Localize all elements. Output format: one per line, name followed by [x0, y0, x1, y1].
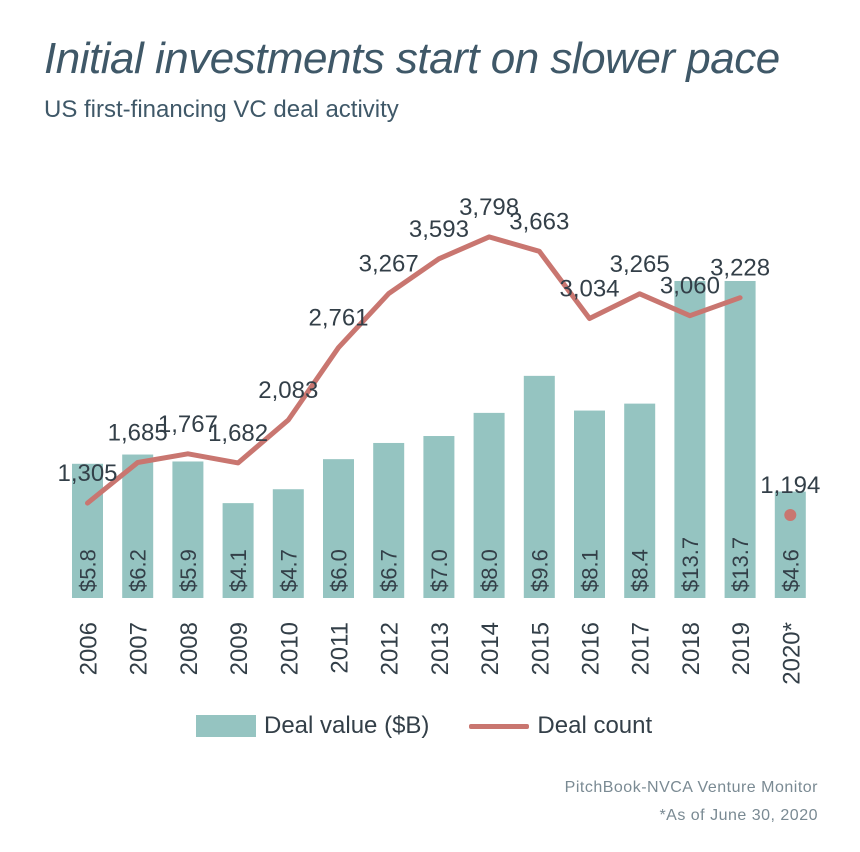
line-value-label: 1,305 [57, 460, 117, 487]
bar-value-label: $7.0 [427, 549, 452, 592]
x-tick-label: 2020* [778, 622, 805, 685]
line-value-label: 3,267 [359, 251, 419, 278]
deal-count-line [85, 234, 743, 506]
line-value-label: 1,685 [108, 420, 168, 447]
bar-value-label: $4.1 [226, 549, 251, 592]
bar-value-label: $9.6 [527, 549, 552, 592]
deal-count-point-2020 [784, 508, 797, 521]
bar-value-label: $5.9 [176, 549, 201, 592]
line-value-label: 3,228 [710, 255, 770, 282]
bar-2018 [674, 280, 706, 598]
legend-bar-label: Deal value ($B) [264, 712, 430, 739]
bar-value-label: $13.7 [678, 537, 703, 592]
bar-value-label: $6.2 [126, 549, 151, 592]
x-tick-label: 2014 [477, 622, 504, 675]
bar-2013 [423, 436, 455, 598]
x-tick-label: 2012 [377, 622, 404, 675]
x-tick-label: 2011 [327, 622, 354, 674]
bar-2016 [574, 410, 605, 598]
x-tick-label: 2006 [76, 622, 103, 675]
x-tick-label: 2009 [226, 622, 253, 675]
line-value-label: 1,767 [158, 411, 218, 438]
line-value-label: 3,593 [409, 216, 469, 243]
line-value-label: 2,083 [258, 377, 318, 404]
bar-2011 [323, 459, 354, 598]
legend-line-label: Deal count [537, 712, 653, 739]
source-note: PitchBook-NVCA Venture Monitor *As of Ju… [565, 774, 818, 830]
chart-title: Initial investments start on slower pace [44, 34, 780, 83]
chart-subtitle: US first-financing VC deal activity [44, 96, 399, 123]
legend-bar-swatch [196, 715, 256, 737]
bar-2012 [373, 442, 405, 598]
line-value-label: 3,034 [559, 275, 619, 302]
x-tick-label: 2019 [728, 622, 755, 675]
bar-2014 [473, 412, 505, 598]
line-value-label: 3,060 [660, 273, 720, 300]
bar-2019 [724, 280, 756, 598]
line-value-label: 1,194 [760, 472, 820, 499]
line-value-label: 2,761 [308, 305, 368, 332]
legend-line-swatch [469, 723, 530, 729]
source-text: PitchBook-NVCA Venture Monitor [564, 779, 818, 796]
line-value-label: 3,798 [459, 194, 519, 221]
bar-value-label: $8.1 [578, 549, 603, 592]
bar-2017 [624, 403, 656, 598]
bar-2015 [523, 375, 555, 598]
bar-2007 [122, 454, 154, 598]
bar-value-label: $8.0 [477, 549, 502, 592]
bar-2008 [172, 461, 204, 598]
x-tick-label: 2015 [527, 622, 554, 675]
bar-value-label: $4.7 [276, 549, 301, 592]
bar-value-label: $4.6 [778, 549, 803, 592]
line-value-label: 1,682 [208, 420, 268, 447]
x-tick-label: 2010 [276, 622, 303, 675]
bar-value-label: $5.8 [76, 549, 101, 592]
bar-value-label: $6.0 [327, 549, 352, 592]
line-value-label: 3,265 [610, 251, 670, 278]
bar-2006 [72, 463, 103, 598]
x-tick-label: 2016 [578, 622, 605, 675]
footnote-text: *As of June 30, 2020 [659, 807, 818, 824]
x-tick-label: 2013 [427, 622, 454, 675]
chart-legend: Deal value ($B) Deal count [196, 712, 652, 740]
bar-value-label: $6.7 [377, 549, 402, 592]
x-tick-label: 2008 [176, 622, 203, 675]
bar-2009 [222, 503, 254, 598]
bar-2010 [272, 489, 304, 598]
x-tick-label: 2017 [628, 622, 655, 675]
bar-value-label: $13.7 [728, 537, 753, 592]
line-value-label: 3,663 [509, 208, 569, 235]
x-tick-label: 2007 [126, 622, 153, 675]
x-tick-label: 2018 [678, 622, 705, 675]
bar-value-label: $8.4 [628, 549, 653, 592]
